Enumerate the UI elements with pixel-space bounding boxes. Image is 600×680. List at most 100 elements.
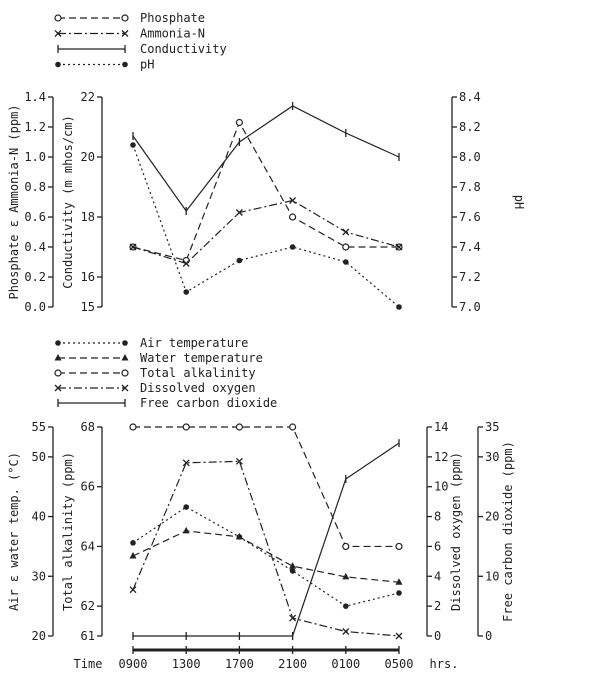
bottom-left1-axis-label: Air ε water temp. (°C) bbox=[7, 452, 21, 611]
bottom-point-water-temperature bbox=[182, 526, 190, 534]
top-series-conductivity bbox=[132, 105, 400, 213]
bottom-legend-label-0: Air temperature bbox=[140, 336, 248, 350]
bottom-series-air-temperature bbox=[132, 506, 400, 607]
bottom-legend-marker-1 bbox=[121, 354, 129, 361]
time-axis-tick-label: 1300 bbox=[172, 657, 201, 671]
bottom-point-air-temperature bbox=[130, 540, 136, 546]
top-point-ammonia-n bbox=[235, 209, 243, 216]
bottom-legend-label-3: Dissolved oxygen bbox=[140, 381, 256, 395]
top-left2-tick-label: 18 bbox=[81, 210, 95, 224]
time-axis-tick-label: 1700 bbox=[225, 657, 254, 671]
bottom-right1-tick-label: 8 bbox=[434, 510, 441, 524]
top-legend-label-3: pH bbox=[140, 58, 154, 72]
top-left1-tick-label: 0.4 bbox=[24, 240, 46, 254]
top-point-ph bbox=[289, 244, 296, 250]
time-axis-unit: hrs. bbox=[430, 657, 459, 671]
bottom-point-dissolved-oxygen bbox=[129, 586, 137, 594]
top-series-ph bbox=[132, 144, 400, 308]
bottom-right1-tick-label: 4 bbox=[434, 569, 441, 583]
bottom-right1-tick-label: 12 bbox=[434, 450, 448, 464]
top-legend-marker-3 bbox=[122, 61, 128, 68]
top-right1-tick-label: 7.0 bbox=[459, 300, 481, 314]
bottom-right1-axis-label: Dissolved oxygen (ppm) bbox=[449, 452, 463, 611]
bottom-legend-label-2: Total alkalinity bbox=[140, 366, 256, 380]
bottom-legend-marker-2 bbox=[121, 369, 129, 377]
bottom-point-total-alkalinity bbox=[342, 542, 350, 551]
top-left1-tick-label: 1.4 bbox=[24, 90, 46, 104]
bottom-series-dissolved-oxygen bbox=[132, 460, 400, 637]
bottom-point-water-temperature bbox=[129, 551, 137, 559]
bottom-legend-marker-2 bbox=[54, 369, 62, 377]
top-left2-tick-label: 15 bbox=[81, 300, 95, 314]
bottom-point-air-temperature bbox=[343, 603, 349, 609]
bottom-left2-tick-label: 62 bbox=[81, 599, 95, 613]
top-series-phosphate bbox=[132, 121, 399, 262]
bottom-series-free-carbon-dioxide bbox=[133, 442, 400, 637]
bottom-point-air-temperature bbox=[183, 504, 189, 510]
bottom-right1-tick-label: 2 bbox=[434, 599, 441, 613]
top-left1-tick-label: 0.0 bbox=[24, 300, 46, 314]
bottom-right2-tick-label: 35 bbox=[485, 420, 499, 434]
top-legend-marker-0 bbox=[54, 14, 62, 22]
top-point-ammonia-n bbox=[182, 260, 190, 267]
bottom-legend-marker-1 bbox=[54, 354, 62, 361]
bottom-right1-tick-label: 0 bbox=[434, 629, 441, 643]
bottom-point-dissolved-oxygen bbox=[342, 628, 350, 635]
top-right1-axis-label: pH bbox=[512, 195, 526, 209]
bottom-point-dissolved-oxygen bbox=[289, 614, 297, 622]
bottom-left1-tick-label: 20 bbox=[32, 629, 46, 643]
time-axis-label: Time bbox=[74, 657, 103, 671]
bottom-point-water-temperature bbox=[342, 572, 350, 580]
bottom-right1-tick-label: 10 bbox=[434, 480, 448, 494]
top-point-ph bbox=[343, 259, 349, 265]
bottom-left1-tick-label: 55 bbox=[32, 420, 46, 434]
bottom-left2-tick-label: 66 bbox=[81, 480, 95, 494]
top-legend-label-0: Phosphate bbox=[140, 11, 205, 25]
bottom-right1-tick-label: 14 bbox=[434, 420, 448, 434]
bottom-legend-label-4: Free carbon dioxide bbox=[140, 396, 277, 410]
top-legend-marker-1 bbox=[121, 30, 129, 37]
bottom-left2-tick-label: 64 bbox=[81, 539, 95, 553]
top-right1-tick-label: 7.4 bbox=[459, 240, 481, 254]
bottom-point-total-alkalinity bbox=[182, 423, 190, 431]
bottom-left2-axis-label: Total alkalinity (ppm) bbox=[61, 452, 75, 611]
time-axis-tick-label: 0500 bbox=[385, 657, 414, 671]
bottom-legend-marker-3 bbox=[54, 384, 62, 392]
top-point-ph bbox=[183, 289, 189, 295]
top-right1-tick-label: 7.8 bbox=[459, 180, 481, 194]
top-point-ammonia-n bbox=[289, 197, 297, 204]
bottom-left1-tick-label: 50 bbox=[32, 450, 46, 464]
top-legend-marker-0 bbox=[121, 14, 129, 22]
bottom-right2-axis-label: Free carbon dioxide (ppm) bbox=[501, 441, 515, 622]
bottom-point-dissolved-oxygen bbox=[395, 632, 403, 640]
top-legend-marker-1 bbox=[54, 30, 62, 37]
top-right1-tick-label: 8.4 bbox=[459, 90, 481, 104]
bottom-point-air-temperature bbox=[289, 568, 296, 574]
bottom-right2-tick-label: 20 bbox=[485, 510, 499, 524]
top-point-phosphate bbox=[289, 213, 297, 221]
top-right1-tick-label: 7.6 bbox=[459, 210, 481, 224]
top-point-ph bbox=[130, 142, 136, 148]
bottom-left2-tick-label: 61 bbox=[81, 629, 95, 643]
top-right1-tick-label: 8.2 bbox=[459, 120, 481, 134]
bottom-point-water-temperature bbox=[235, 532, 243, 540]
bottom-point-dissolved-oxygen bbox=[182, 459, 190, 467]
bottom-point-dissolved-oxygen bbox=[235, 457, 243, 465]
bottom-series-total-alkalinity bbox=[133, 426, 399, 548]
bottom-right2-tick-label: 10 bbox=[485, 569, 499, 583]
bottom-point-total-alkalinity bbox=[289, 423, 297, 431]
bottom-series-water-temperature bbox=[132, 530, 400, 583]
bottom-point-total-alkalinity bbox=[235, 423, 243, 431]
time-axis-tick-label: 0100 bbox=[331, 657, 360, 671]
bottom-right2-tick-label: 0 bbox=[485, 629, 492, 643]
top-left1-tick-label: 0.8 bbox=[24, 180, 46, 194]
bottom-left1-tick-label: 30 bbox=[32, 569, 46, 583]
top-left1-tick-label: 0.6 bbox=[24, 210, 46, 224]
bottom-legend-marker-3 bbox=[121, 384, 129, 392]
top-left1-tick-label: 1.2 bbox=[24, 120, 46, 134]
top-left1-axis-label: Phosphate ε Ammonia-N (ppm) bbox=[7, 104, 21, 299]
top-point-ammonia-n bbox=[129, 243, 137, 251]
top-point-ammonia-n bbox=[395, 243, 403, 251]
bottom-point-total-alkalinity bbox=[129, 423, 137, 431]
